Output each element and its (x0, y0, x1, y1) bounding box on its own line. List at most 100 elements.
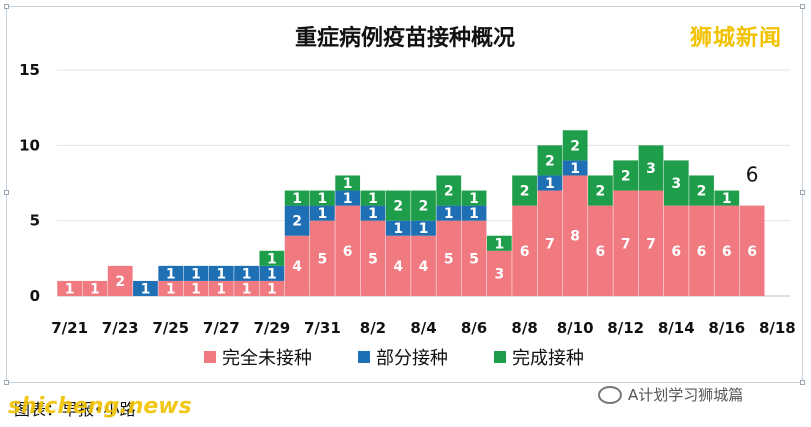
data-label: 5 (444, 251, 454, 267)
data-label: 5 (368, 251, 378, 267)
data-label: 1 (216, 281, 226, 297)
bar-segment (486, 235, 512, 251)
bar-segment (461, 190, 487, 206)
bar-segment (234, 280, 259, 296)
data-label: 6 (671, 244, 681, 260)
bar-segment (183, 265, 209, 281)
wechat-account: A计划学习狮城篇 (598, 384, 743, 405)
resize-handle[interactable] (800, 380, 805, 385)
data-label: 2 (520, 184, 530, 200)
data-label: 2 (697, 184, 707, 200)
bar-segment (411, 190, 436, 221)
wechat-icon (598, 385, 622, 404)
x-tick-label: 8/2 (360, 319, 386, 337)
data-label: 5 (318, 251, 328, 267)
y-axis: 0 5 10 15 (19, 61, 40, 305)
bar-segment (183, 280, 209, 296)
x-tick-label: 8/12 (607, 319, 644, 337)
resize-handle[interactable] (4, 380, 9, 385)
data-label: 1 (242, 281, 252, 297)
x-tick-label: 7/25 (152, 319, 189, 337)
bar-segment (208, 265, 234, 281)
data-label: 2 (621, 168, 631, 184)
bar-segment (310, 220, 335, 296)
data-label: 1 (267, 281, 277, 297)
bar-segment (436, 205, 462, 221)
data-label: 1 (191, 281, 201, 297)
data-label: 1 (368, 191, 378, 207)
resize-handle[interactable] (4, 4, 9, 9)
data-label: 3 (494, 266, 504, 282)
y-tick-label: 5 (30, 212, 40, 230)
bar-segment (663, 160, 689, 206)
data-label: 1 (545, 176, 555, 192)
x-tick-label: 8/4 (410, 319, 436, 337)
resize-handle[interactable] (800, 4, 805, 9)
data-label: 1 (570, 161, 580, 177)
x-tick-label: 8/6 (461, 319, 487, 337)
bar-segment (638, 145, 664, 191)
data-label: 1 (318, 206, 328, 222)
bar-segment (411, 235, 436, 296)
data-label: 6 (520, 244, 530, 260)
resize-handle[interactable] (800, 190, 805, 195)
legend-item-unvaccinated: 完全未接种 (204, 344, 312, 370)
legend-item-complete: 完成接种 (494, 344, 584, 370)
data-label: 1 (343, 191, 353, 207)
x-tick-label: 8/8 (511, 319, 537, 337)
data-label: 1 (141, 281, 151, 297)
bar-segment (259, 250, 285, 266)
bar-segment (512, 205, 537, 296)
data-label: 8 (570, 229, 580, 245)
bar-segment (259, 280, 285, 296)
chart-frame (4, 4, 805, 385)
data-label: 1 (368, 206, 378, 222)
data-label: 1 (444, 206, 454, 222)
data-label: 4 (393, 259, 403, 275)
bar-segment (158, 280, 184, 296)
data-label: 6 (596, 244, 606, 260)
watermark: shicheng.news (8, 394, 192, 419)
bar-segment (739, 205, 765, 296)
bar-segment (57, 280, 83, 296)
data-label: 1 (318, 191, 328, 207)
bar-segment (335, 190, 361, 206)
bar-segment (638, 190, 664, 296)
data-label: 1 (166, 281, 176, 297)
bar-segment (689, 175, 714, 206)
x-tick-label: 7/21 (51, 319, 88, 337)
data-label: 1 (494, 236, 504, 252)
data-label: 1 (292, 191, 302, 207)
bar-segment (512, 175, 537, 206)
data-label: 1 (65, 281, 75, 297)
bar-segment (208, 280, 234, 296)
bar-segment (310, 205, 335, 221)
bar-segment (310, 190, 335, 206)
x-tick-label: 7/31 (304, 319, 341, 337)
chart-title: 重症病例疫苗接种概况 (295, 25, 515, 51)
bar-segment (82, 280, 108, 296)
data-label: 3 (646, 161, 656, 177)
data-label: 1 (90, 281, 100, 297)
legend-swatch (204, 351, 216, 363)
resize-handle[interactable] (4, 190, 9, 195)
x-tick-label: 7/29 (253, 319, 290, 337)
data-label: 1 (393, 221, 403, 237)
data-label: 1 (191, 266, 201, 282)
bar-segment (335, 205, 361, 296)
y-tick-label: 0 (30, 287, 40, 305)
data-label: 2 (444, 184, 454, 200)
legend-label: 完成接种 (512, 348, 584, 369)
data-label: 7 (646, 236, 656, 252)
bar-segment (335, 175, 361, 191)
data-label: 1 (343, 176, 353, 192)
bar-segment (562, 175, 588, 296)
data-label: 6 (697, 244, 707, 260)
annotations: 6 (746, 163, 759, 187)
wechat-account-name: A计划学习狮城篇 (628, 386, 744, 404)
legend-label: 完全未接种 (222, 348, 312, 369)
bar-segment (284, 235, 310, 296)
bar-segment (613, 160, 639, 191)
data-label: 6 (722, 244, 732, 260)
